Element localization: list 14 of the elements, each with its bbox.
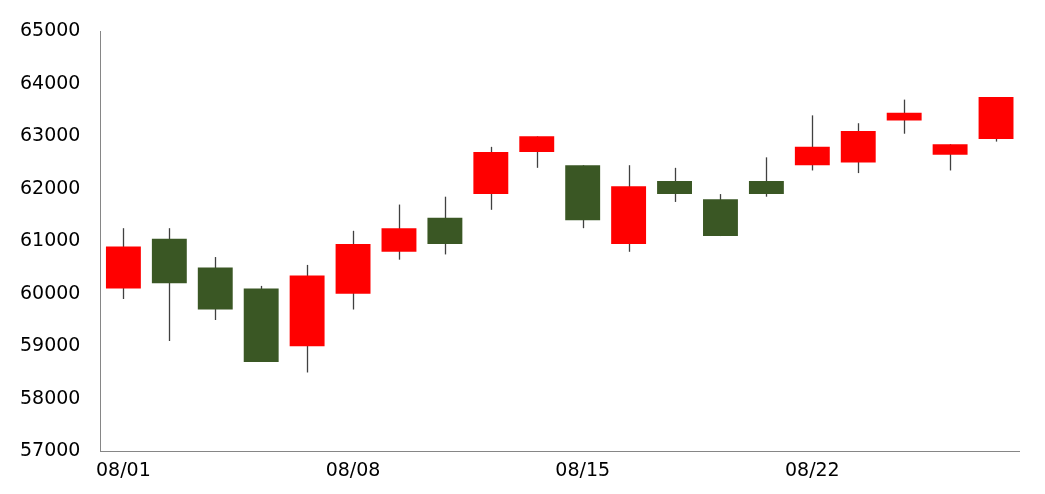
y-tick-label: 62000: [19, 175, 81, 198]
x-tick-label: 08/15: [555, 457, 611, 480]
y-tick-label: 57000: [19, 438, 81, 461]
y-tick-label: 58000: [19, 385, 81, 408]
y-tick-label: 59000: [19, 333, 81, 356]
x-tick-label: 08/01: [96, 457, 151, 480]
y-tick-label: 61000: [19, 228, 81, 251]
y-tick-label: 60000: [19, 280, 81, 303]
x-tick-label: 08/22: [784, 457, 840, 480]
y-tick-label: 65000: [19, 18, 81, 41]
candlestick: [886, 98, 922, 135]
y-tick-label: 64000: [19, 70, 81, 93]
y-tick-label: 63000: [19, 123, 81, 146]
x-tick-label: 08/08: [325, 457, 381, 480]
